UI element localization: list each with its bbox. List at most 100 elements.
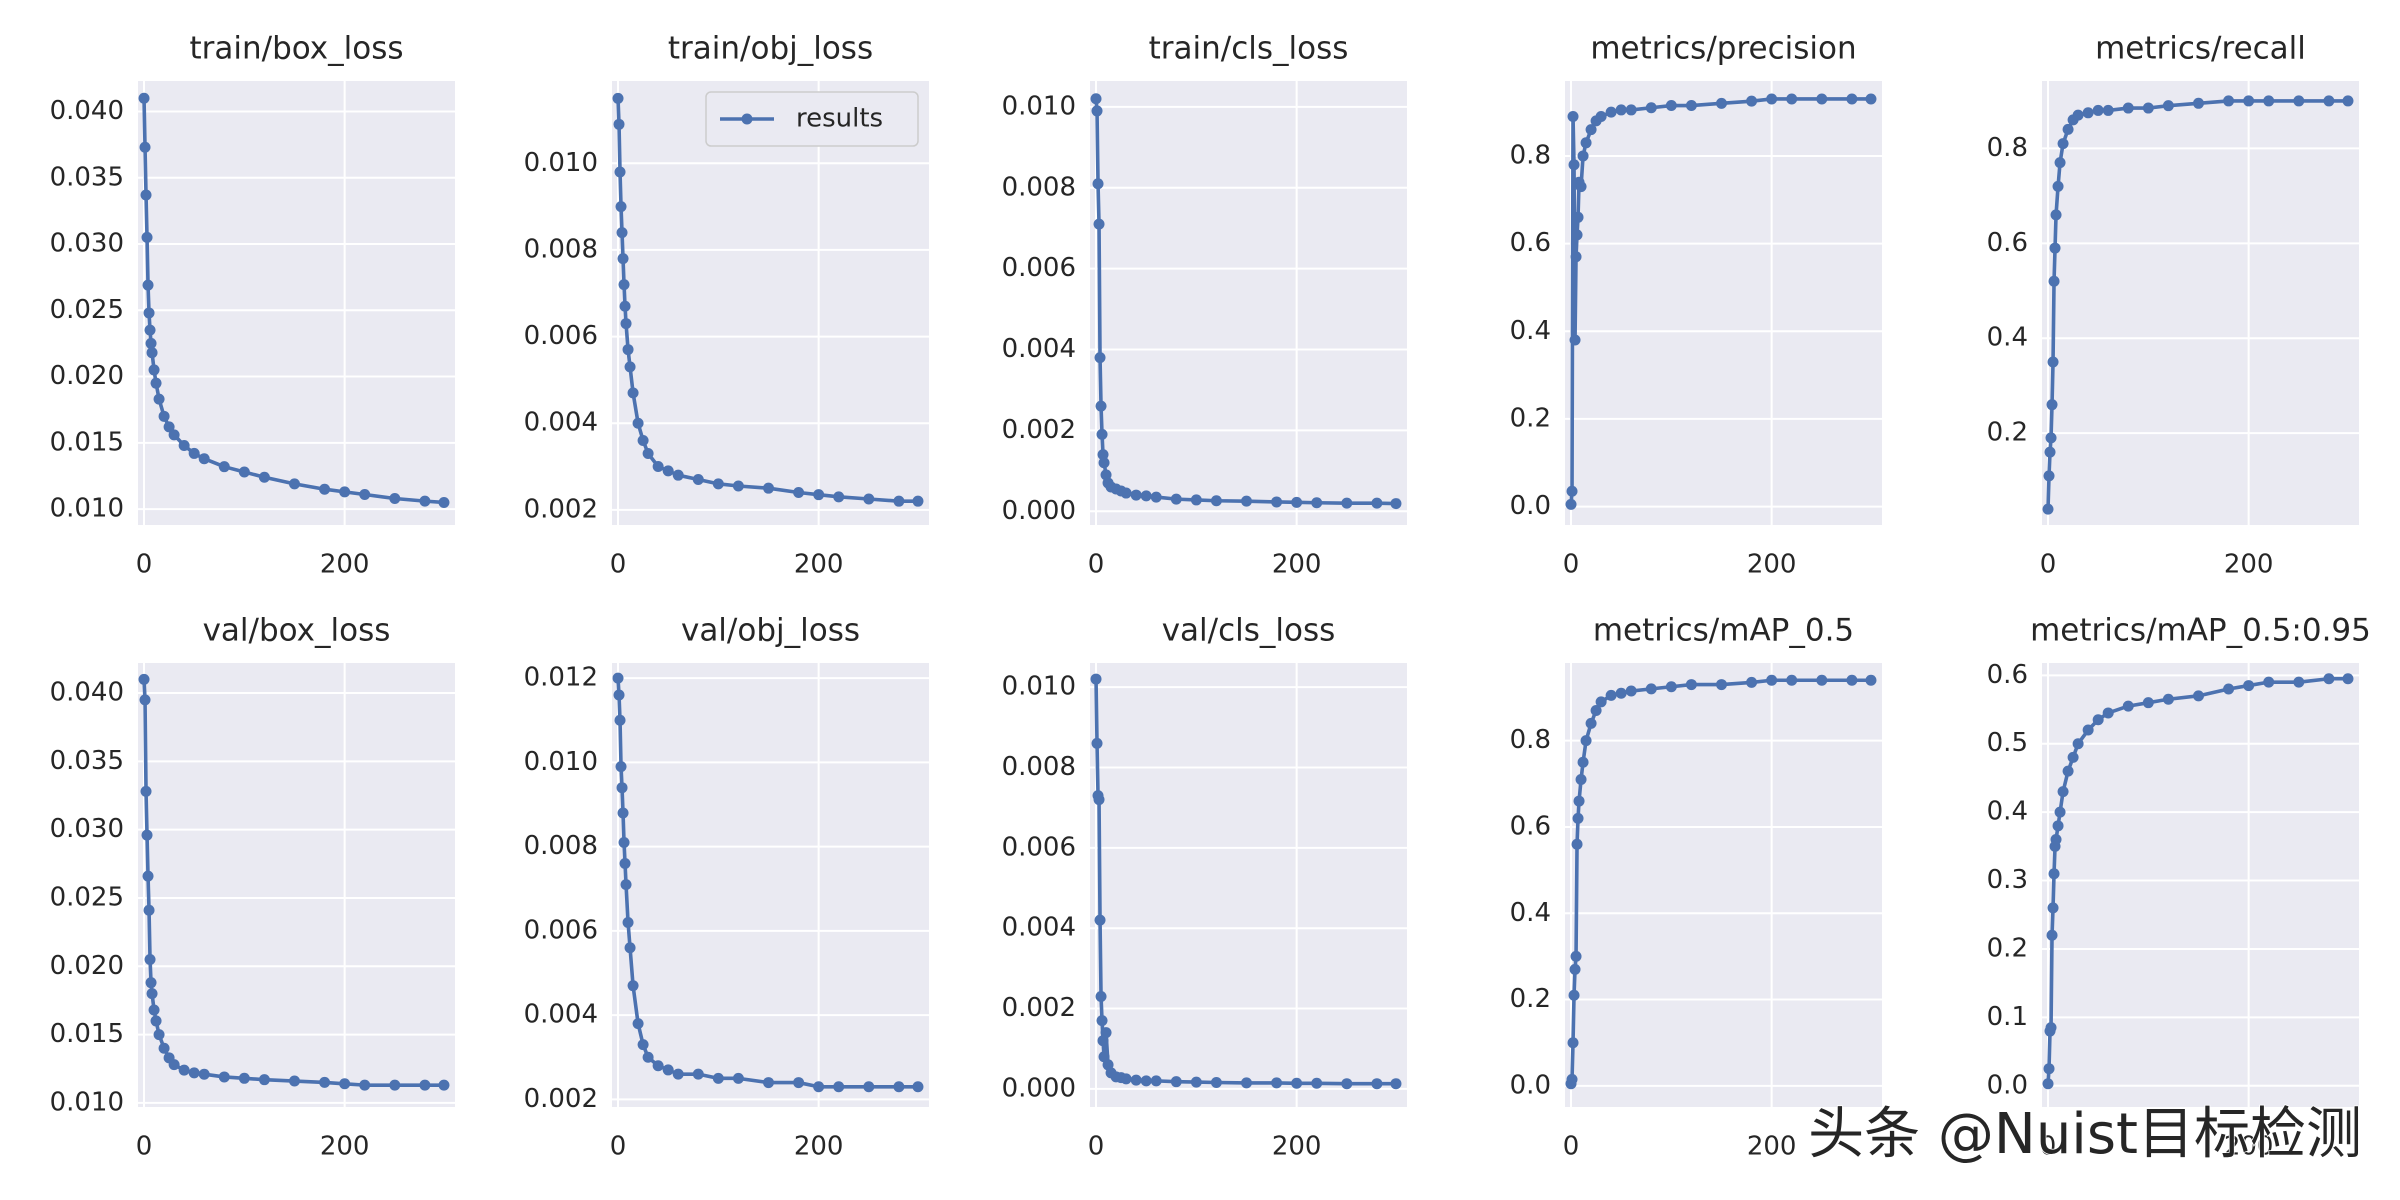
marker: [1665, 681, 1677, 693]
marker: [1786, 93, 1798, 105]
line: [2046, 676, 2348, 1084]
y-tick-label: 0.040: [50, 96, 124, 126]
marker: [622, 344, 634, 356]
marker: [2050, 209, 2062, 221]
marker: [419, 495, 431, 507]
x-tick-label: 200: [320, 550, 370, 580]
marker: [620, 879, 632, 891]
x-tick-label: 200: [794, 550, 844, 580]
marker: [1685, 679, 1697, 691]
marker: [1816, 93, 1828, 105]
y-tick-label: 0.002: [1002, 415, 1076, 445]
marker: [2052, 180, 2064, 192]
marker: [2293, 676, 2305, 688]
marker: [1291, 1077, 1303, 1089]
marker: [1091, 737, 1103, 749]
marker: [672, 1068, 684, 1080]
marker: [2263, 676, 2275, 688]
marker: [1090, 93, 1102, 105]
chart-title: metrics/recall: [2095, 31, 2306, 67]
marker: [637, 435, 649, 447]
plot-area: [138, 81, 455, 525]
y-tick-label: 0.010: [50, 1087, 124, 1117]
marker: [2057, 786, 2069, 798]
marker: [1095, 400, 1107, 412]
x-tick-label: 200: [794, 1132, 844, 1162]
y-tick-label: 0.004: [1002, 913, 1076, 943]
chart-title: val/obj_loss: [681, 613, 860, 649]
marker: [2048, 868, 2060, 880]
marker: [1371, 497, 1383, 509]
marker: [614, 166, 626, 178]
plot-area: [1090, 81, 1407, 525]
marker: [163, 421, 175, 433]
y-tick-label: 0.8: [1987, 133, 2028, 163]
marker: [1240, 1077, 1252, 1089]
marker: [662, 465, 674, 477]
marker: [612, 672, 624, 684]
marker: [188, 447, 200, 459]
marker: [1580, 137, 1592, 149]
y-tick-label: 0.004: [1002, 334, 1076, 364]
chart-title: metrics/mAP_0.5: [1593, 613, 1854, 649]
marker: [1605, 689, 1617, 701]
marker: [218, 1071, 230, 1083]
marker: [1094, 914, 1106, 926]
marker: [1092, 178, 1104, 190]
marker: [1575, 181, 1587, 193]
marker: [1095, 991, 1107, 1003]
marker: [1766, 93, 1778, 105]
marker: [1595, 696, 1607, 708]
marker: [1569, 334, 1581, 346]
chart-title: train/obj_loss: [668, 31, 873, 67]
y-tick-label: 0.010: [1002, 672, 1076, 702]
marker: [2042, 1078, 2054, 1090]
marker: [359, 489, 371, 501]
marker: [615, 201, 627, 213]
marker: [793, 487, 805, 499]
y-tick-label: 0.5: [1987, 728, 2028, 758]
marker: [1575, 774, 1587, 786]
marker: [2049, 242, 2061, 254]
y-tick-label: 0.006: [1002, 832, 1076, 862]
plot-area: [612, 663, 929, 1107]
marker: [1190, 494, 1202, 506]
y-tick-label: 0.000: [1002, 496, 1076, 526]
marker: [613, 118, 625, 130]
marker: [1093, 218, 1105, 230]
marker: [138, 673, 150, 685]
marker: [1585, 717, 1597, 729]
marker: [141, 231, 153, 243]
x-tick-label: 0: [610, 550, 627, 580]
y-tick-label: 0.0: [1510, 491, 1551, 521]
x-tick-label: 0: [610, 1132, 627, 1162]
marker: [912, 495, 924, 507]
y-tick-label: 0.2: [1987, 933, 2028, 963]
marker: [1572, 211, 1584, 223]
marker: [652, 461, 664, 473]
marker: [150, 377, 162, 389]
marker: [1568, 989, 1580, 1001]
marker: [1140, 1075, 1152, 1087]
y-tick-label: 0.010: [50, 494, 124, 524]
y-tick-label: 0.015: [50, 427, 124, 457]
marker: [2057, 138, 2069, 150]
marker: [1390, 1078, 1402, 1090]
marker: [1566, 1073, 1578, 1085]
marker: [198, 453, 210, 465]
marker: [145, 337, 157, 349]
y-tick-label: 0.002: [524, 494, 598, 524]
plot-area: [2042, 663, 2359, 1107]
y-tick-label: 0.015: [50, 1019, 124, 1049]
y-tick-label: 0.4: [1987, 323, 2028, 353]
y-tick-label: 0.006: [524, 321, 598, 351]
marker: [612, 92, 624, 104]
marker: [144, 324, 156, 336]
marker: [632, 1018, 644, 1030]
marker: [2046, 399, 2058, 411]
plot-area: [1090, 663, 1407, 1107]
y-tick-label: 0.008: [524, 234, 598, 264]
plot-area: [2042, 81, 2359, 525]
marker: [1572, 812, 1584, 824]
